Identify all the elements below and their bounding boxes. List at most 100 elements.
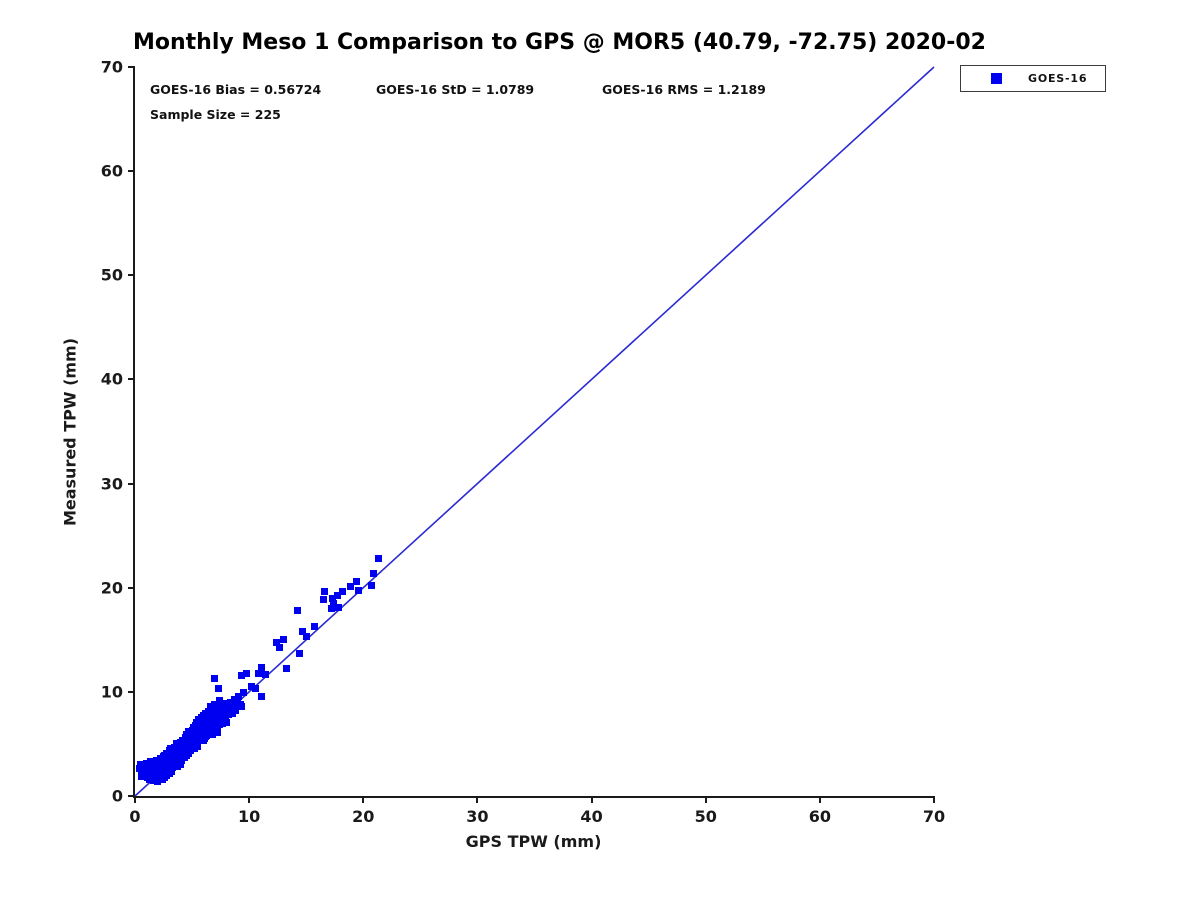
y-tick-mark (128, 586, 135, 589)
scatter-point (237, 702, 245, 710)
y-tick-mark (128, 378, 135, 381)
scatter-point (330, 599, 338, 607)
scatter-point (237, 671, 245, 679)
scatter-point (239, 689, 247, 697)
x-tick-label: 20 (352, 807, 375, 826)
scatter-point (273, 639, 281, 647)
legend-square-marker-icon (991, 73, 1002, 84)
scatter-point (302, 633, 310, 641)
chart-title: Monthly Meso 1 Comparison to GPS @ MOR5 … (133, 30, 986, 55)
y-axis-label: Measured TPW (mm) (60, 337, 80, 527)
scatter-point (214, 685, 222, 693)
x-axis-label: GPS TPW (mm) (465, 832, 602, 851)
y-tick-label: 40 (100, 369, 123, 389)
scatter-point (161, 751, 169, 759)
y-tick-mark (128, 274, 135, 277)
stat-rms: GOES-16 RMS = 1.2189 (602, 82, 766, 97)
scatter-point (181, 739, 189, 747)
scatter-point (222, 718, 230, 726)
scatter-point (347, 583, 355, 591)
scatter-point (187, 728, 195, 736)
scatter-point (243, 669, 251, 677)
scatter-point (206, 702, 214, 710)
scatter-point (352, 577, 360, 585)
x-tick-label: 0 (129, 807, 141, 826)
scatter-point (218, 705, 226, 713)
scatter-point (231, 707, 239, 715)
scatter-point (299, 627, 307, 635)
scatter-point (177, 761, 185, 769)
legend-box: GOES-16 (960, 65, 1106, 92)
x-tick-mark (362, 796, 365, 803)
stat-std: GOES-16 StD = 1.0789 (376, 82, 535, 97)
scatter-point (258, 692, 266, 700)
x-tick-mark (818, 796, 821, 803)
y-tick-label: 60 (100, 161, 123, 181)
y-tick-mark (128, 690, 135, 693)
scatter-point (279, 636, 287, 644)
legend-entry-label: GOES-16 (1028, 72, 1088, 85)
scatter-point (370, 569, 378, 577)
x-tick-label: 50 (694, 807, 717, 826)
y-tick-mark (128, 795, 135, 797)
x-tick-mark (476, 796, 479, 803)
x-tick-label: 70 (922, 807, 946, 826)
y-tick-label: 20 (100, 578, 123, 598)
scatter-point (283, 665, 291, 673)
scatter-point (252, 685, 260, 693)
scatter-point (295, 649, 303, 657)
x-tick-label: 60 (808, 807, 831, 826)
scatter-point (206, 719, 214, 727)
scatter-point (320, 588, 328, 596)
scatter-point (172, 740, 180, 748)
scatter-point (215, 696, 223, 704)
scatter-point (367, 582, 375, 590)
scatter-point (211, 700, 219, 708)
stat-sample-size: Sample Size = 225 (150, 107, 281, 122)
scatter-point (333, 591, 341, 599)
scatter-point (153, 776, 161, 784)
scatter-point (293, 607, 301, 615)
scatter-point (137, 761, 145, 769)
scatter-point (166, 744, 174, 752)
stat-bias: GOES-16 Bias = 0.56724 (150, 82, 322, 97)
scatter-point (328, 594, 336, 602)
y-tick-mark (128, 170, 135, 173)
plot-area: GOES-16 Bias = 0.56724 GOES-16 StD = 1.0… (101, 58, 945, 827)
scatter-point (258, 664, 266, 672)
y-tick-label: 70 (100, 57, 123, 77)
x-tick-label: 30 (466, 807, 489, 826)
scatter-point (339, 588, 347, 596)
scatter-point (229, 701, 237, 709)
scatter-point (276, 643, 284, 651)
scatter-point (213, 728, 221, 736)
scatter-point (254, 669, 262, 677)
scatter-point (355, 587, 363, 595)
scatter-point (235, 692, 243, 700)
scatter-point (179, 744, 187, 752)
x-tick-mark (248, 796, 251, 803)
scatter-point (327, 605, 335, 613)
scatter-point (261, 670, 269, 678)
y-tick-label: 0 (111, 786, 123, 806)
x-tick-mark (933, 796, 935, 803)
scatter-point (209, 731, 217, 739)
scatter-point (247, 683, 255, 691)
x-tick-mark (134, 796, 136, 803)
scatter-point (198, 721, 206, 729)
scatter-point (334, 604, 342, 611)
x-tick-label: 10 (238, 807, 261, 826)
y-tick-mark (128, 482, 135, 485)
scatter-point (145, 762, 153, 770)
scatter-point (190, 744, 198, 752)
x-tick-mark (704, 796, 707, 803)
scatter-point (211, 674, 219, 682)
scatter-point (374, 555, 382, 563)
x-tick-mark (590, 796, 593, 803)
y-tick-label: 10 (100, 682, 123, 702)
scatter-point (310, 622, 318, 630)
y-tick-label: 30 (100, 474, 123, 494)
y-tick-mark (128, 66, 135, 68)
x-tick-label: 40 (580, 807, 603, 826)
scatter-point (203, 732, 211, 740)
